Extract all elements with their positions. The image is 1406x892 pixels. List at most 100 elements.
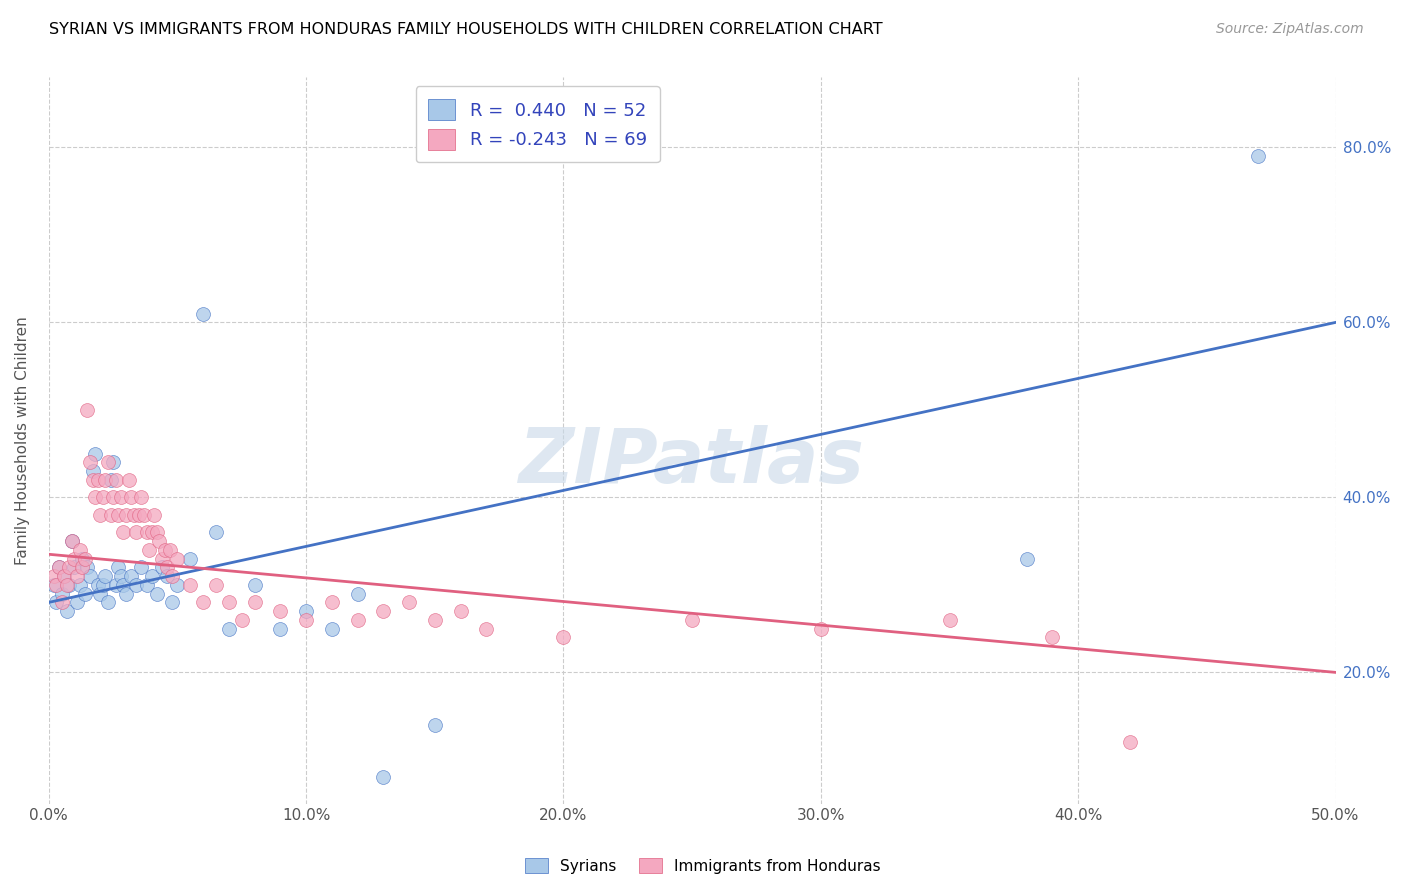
Point <box>97 595 120 609</box>
Point <box>148 534 170 549</box>
Point <box>156 560 179 574</box>
Point <box>141 569 163 583</box>
Point <box>450 604 472 618</box>
Point <box>53 569 76 583</box>
Point <box>475 622 498 636</box>
Point <box>146 587 169 601</box>
Point <box>76 403 98 417</box>
Point <box>86 473 108 487</box>
Point <box>269 604 291 618</box>
Point <box>938 613 960 627</box>
Point <box>150 560 173 574</box>
Point <box>110 569 132 583</box>
Point <box>51 587 73 601</box>
Legend: R =  0.440   N = 52, R = -0.243   N = 69: R = 0.440 N = 52, R = -0.243 N = 69 <box>416 87 659 162</box>
Point <box>82 473 104 487</box>
Point <box>69 542 91 557</box>
Point <box>143 508 166 522</box>
Point <box>191 307 214 321</box>
Point <box>269 622 291 636</box>
Point <box>373 604 395 618</box>
Point <box>122 508 145 522</box>
Point <box>1042 631 1064 645</box>
Text: ZIPatlas: ZIPatlas <box>519 425 865 500</box>
Point <box>48 560 70 574</box>
Point <box>398 595 420 609</box>
Point <box>553 631 575 645</box>
Point <box>73 551 96 566</box>
Point <box>125 525 148 540</box>
Point <box>218 622 240 636</box>
Point <box>48 560 70 574</box>
Point <box>110 491 132 505</box>
Point <box>51 595 73 609</box>
Point <box>66 569 89 583</box>
Point <box>179 578 201 592</box>
Point <box>218 595 240 609</box>
Point <box>243 595 266 609</box>
Point <box>150 551 173 566</box>
Point <box>346 613 368 627</box>
Point <box>82 464 104 478</box>
Point <box>231 613 253 627</box>
Text: Source: ZipAtlas.com: Source: ZipAtlas.com <box>1216 22 1364 37</box>
Point <box>42 578 65 592</box>
Point <box>53 569 76 583</box>
Point <box>63 551 86 566</box>
Point <box>84 447 107 461</box>
Point <box>94 569 117 583</box>
Text: SYRIAN VS IMMIGRANTS FROM HONDURAS FAMILY HOUSEHOLDS WITH CHILDREN CORRELATION C: SYRIAN VS IMMIGRANTS FROM HONDURAS FAMIL… <box>49 22 883 37</box>
Legend: Syrians, Immigrants from Honduras: Syrians, Immigrants from Honduras <box>519 852 887 880</box>
Point <box>66 595 89 609</box>
Point <box>60 534 83 549</box>
Point <box>100 473 122 487</box>
Point <box>104 578 127 592</box>
Point <box>112 525 135 540</box>
Point <box>107 560 129 574</box>
Point <box>91 578 114 592</box>
Point <box>373 770 395 784</box>
Point <box>112 578 135 592</box>
Point <box>141 525 163 540</box>
Point <box>135 525 157 540</box>
Point <box>131 491 153 505</box>
Point <box>79 569 101 583</box>
Point <box>42 569 65 583</box>
Point <box>120 491 142 505</box>
Point <box>346 587 368 601</box>
Point <box>101 491 124 505</box>
Point <box>79 455 101 469</box>
Point <box>166 551 188 566</box>
Point <box>115 508 138 522</box>
Point <box>73 587 96 601</box>
Point <box>146 525 169 540</box>
Point <box>104 473 127 487</box>
Point <box>128 508 150 522</box>
Point <box>84 491 107 505</box>
Point <box>101 455 124 469</box>
Point <box>810 622 832 636</box>
Point <box>243 578 266 592</box>
Point <box>107 508 129 522</box>
Point <box>125 578 148 592</box>
Point <box>681 613 703 627</box>
Point <box>153 542 176 557</box>
Point <box>60 534 83 549</box>
Point <box>69 578 91 592</box>
Point <box>1015 551 1038 566</box>
Point <box>117 473 139 487</box>
Point <box>70 560 93 574</box>
Point <box>58 560 80 574</box>
Point <box>138 542 160 557</box>
Point <box>55 604 77 618</box>
Point <box>89 587 111 601</box>
Point <box>70 551 93 566</box>
Point <box>1247 149 1270 163</box>
Point <box>86 578 108 592</box>
Point <box>132 508 155 522</box>
Point <box>162 595 184 609</box>
Point <box>156 569 179 583</box>
Point <box>45 578 67 592</box>
Point <box>321 622 343 636</box>
Point <box>55 578 77 592</box>
